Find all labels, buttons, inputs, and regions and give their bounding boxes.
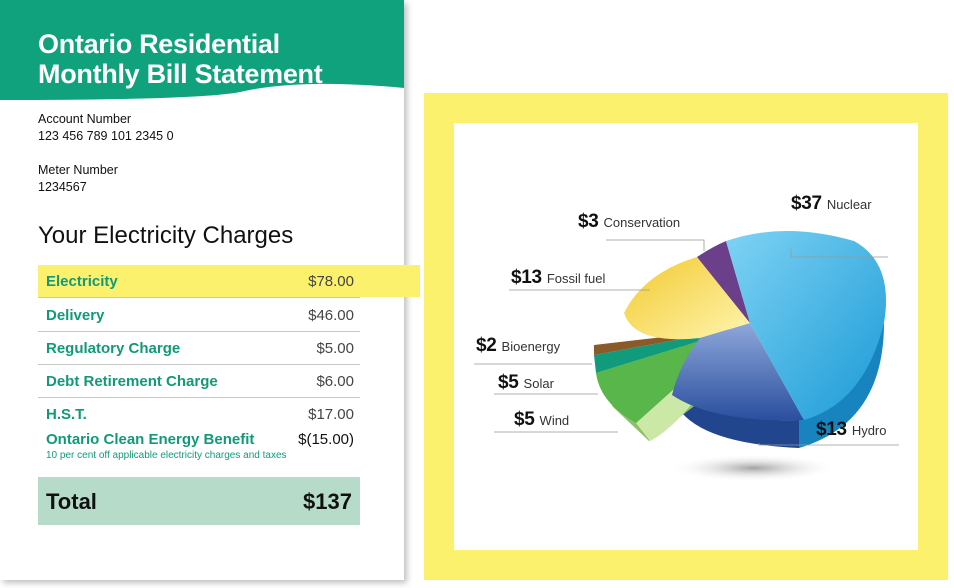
charge-amount: $6.00 [316,373,354,390]
bill-title-line1: Ontario Residential [38,29,280,59]
meter-number-label: Meter Number [38,163,118,177]
charge-amount: $78.00 [308,273,354,290]
account-number-label: Account Number [38,112,132,126]
pie-label-wind: $5 Wind [514,409,569,431]
pie-label-amount: $13 [511,267,542,288]
pie-chart [474,231,899,482]
bill-statement: Ontario Residential Monthly Bill Stateme… [0,0,420,580]
pie-label-name: Nuclear [826,197,872,212]
charge-row-delivery: Delivery $46.00 [38,299,360,332]
charge-row-electricity: Electricity $78.00 [38,265,360,298]
pie-label-amount: $13 [816,419,847,440]
charge-amount: $(15.00) [298,431,354,448]
account-number-value: 123 456 789 101 2345 0 [38,129,174,143]
charge-amount: $17.00 [308,406,354,423]
pie-shadow [669,454,839,482]
total-row: Total $137 [38,477,360,525]
total-amount: $137 [303,489,352,514]
header-banner-shape [0,0,404,100]
pie-label-bioenergy: $2 Bioenergy [476,335,560,357]
pie-label-amount: $5 [514,409,535,430]
chart-frame: $3 Conservation $37 Nuclear $13 Fossil fuel… [424,93,948,580]
charge-name: H.S.T. [46,406,87,423]
charge-amount: $5.00 [316,340,354,357]
charge-row-debt-retirement: Debt Retirement Charge $6.00 [38,365,360,398]
charge-name: Electricity [46,273,118,290]
pie-label-name: Conservation [603,215,681,230]
charge-row-hst: H.S.T. $17.00 [38,398,360,423]
pie-slice-fossil-fuel [624,257,750,340]
pie-label-fossil-fuel: $13 Fossil fuel [511,267,605,289]
charge-amount: $46.00 [308,307,354,324]
charge-row-clean-energy-benefit: Ontario Clean Energy Benefit $(15.00) 10… [38,423,360,467]
charge-name: Ontario Clean Energy Benefit [46,431,255,448]
charge-name: Regulatory Charge [46,340,181,357]
pie-label-name: Fossil fuel [546,271,606,286]
total-label: Total [46,489,97,514]
pie-label-amount: $3 [578,211,599,232]
charge-row-regulatory: Regulatory Charge $5.00 [38,332,360,365]
pie-label-hydro: $13 Hydro [816,419,887,441]
charges-title: Your Electricity Charges [38,222,294,249]
charge-name: Debt Retirement Charge [46,373,218,390]
pie-slice-hydro [672,323,804,421]
pie-label-solar: $5 Solar [498,372,554,394]
charge-name: Delivery [46,307,105,324]
pie-slice-nuclear [726,231,886,420]
chart-panel: $3 Conservation $37 Nuclear $13 Fossil fuel… [454,123,918,550]
leader-line-hydro [758,443,899,446]
pie-label-amount: $5 [498,372,519,393]
pie-label-nuclear: $37 Nuclear [791,193,872,215]
pie-label-name: Hydro [851,423,887,438]
pie-label-name: Solar [523,376,554,391]
pie-label-name: Wind [539,413,570,428]
pie-label-amount: $2 [476,335,497,356]
pie-label-conservation: $3 Conservation [578,211,680,233]
bill-header: Ontario Residential Monthly Bill Stateme… [0,0,404,112]
charge-note: 10 per cent off applicable electricity c… [46,450,287,461]
leader-line-conservation [606,239,705,251]
electricity-highlight [38,265,420,297]
bill-title-line2: Monthly Bill Statement [38,59,323,89]
bill-title: Ontario Residential Monthly Bill Stateme… [38,29,323,89]
pie-slice-hydro-side [672,375,799,448]
pie-label-name: Bioenergy [501,339,561,354]
pie-slice-conservation [697,241,750,323]
meter-number-value: 1234567 [38,180,87,194]
pie-label-amount: $37 [791,193,822,214]
leader-line-nuclear [790,249,888,258]
